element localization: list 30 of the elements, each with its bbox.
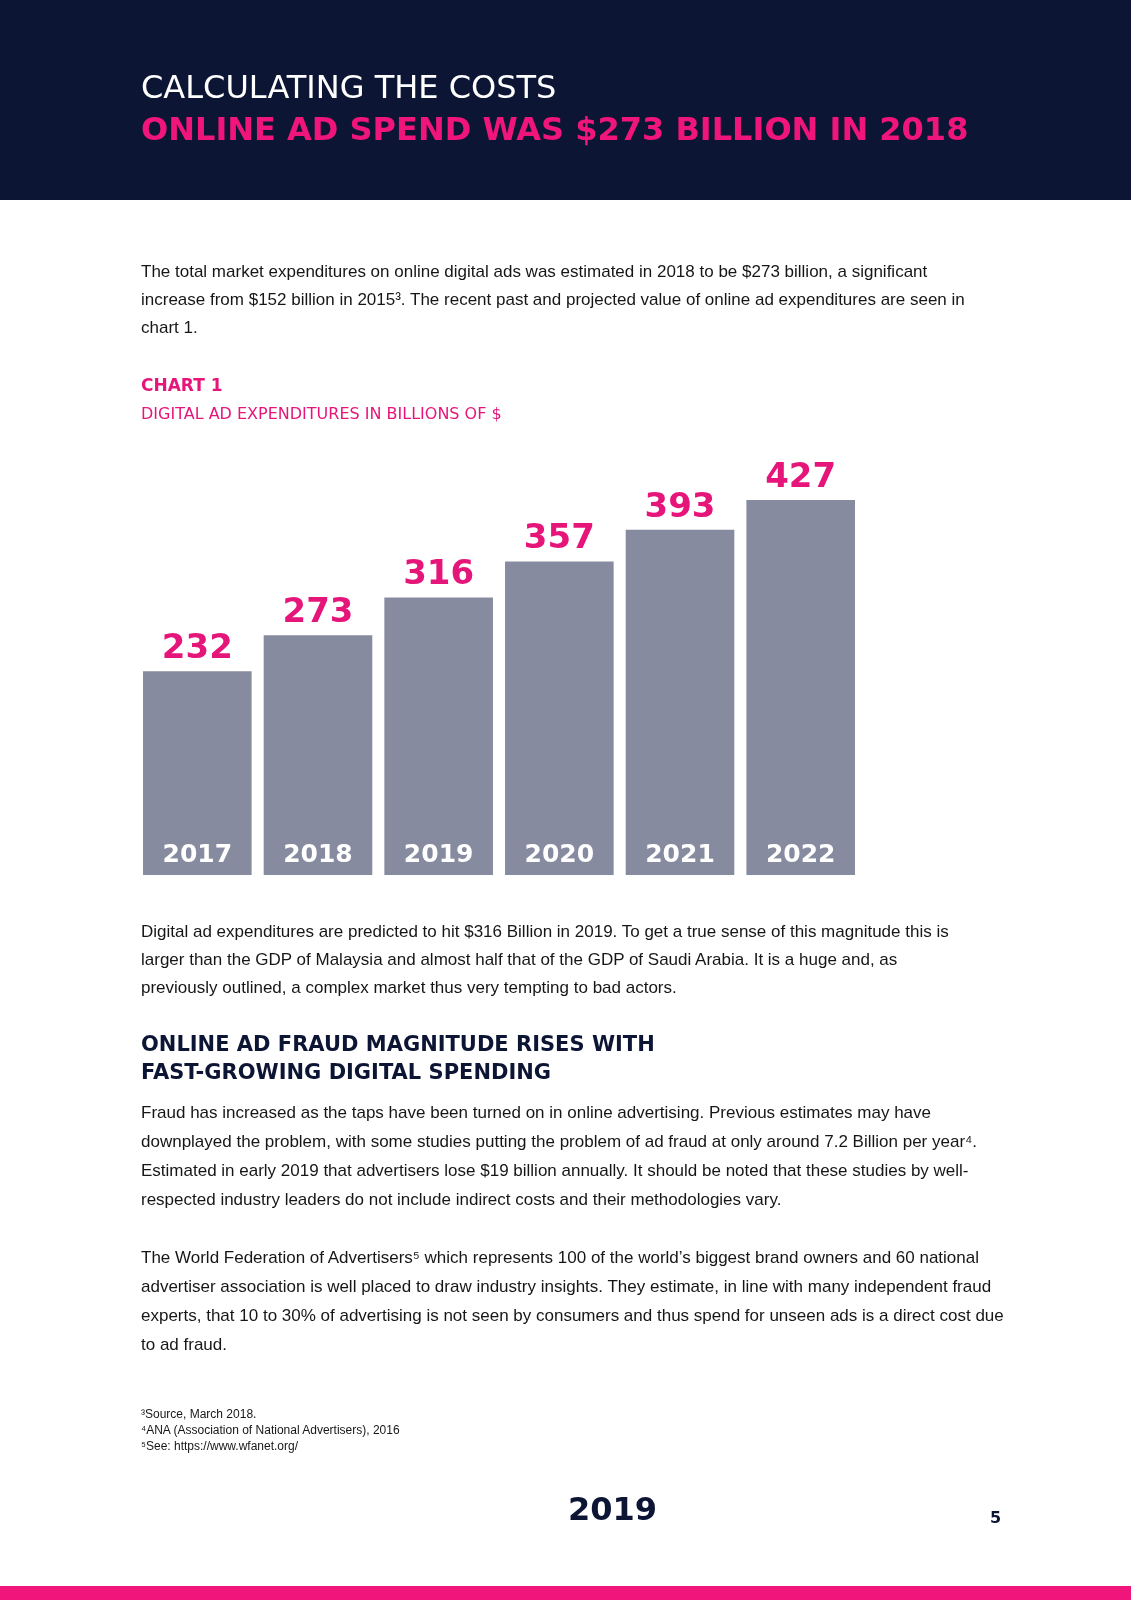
chart-title: CHART 1 <box>141 375 223 395</box>
data-label: 393 <box>644 484 716 525</box>
text: 5 <box>990 1508 1002 1527</box>
bar <box>625 529 735 875</box>
bar <box>263 635 373 875</box>
bar <box>384 597 493 875</box>
x-tick-label: 2017 <box>162 839 233 868</box>
text: ONLINE AD FRAUD MAGNITUDE RISES WITH FAST-GROWING DIGITAL SPENDING <box>141 1031 655 1086</box>
text: ONLINE AD SPEND WAS $273 BILLION IN 2018 <box>141 110 969 148</box>
bar <box>505 561 614 875</box>
x-tick-label: 2018 <box>283 839 353 868</box>
x-tick-label: 2020 <box>524 839 595 868</box>
text: The total market expenditures on online digital ads was estimated in 2018 to be $273 billion, a significant increase from $152 billion in 2015³. The recent past and projected value of online ad expenditures are seen in chart 1. <box>141 261 966 339</box>
text: ³Source, March 2018. ⁴ANA (Association of National Advertisers), 2016 ⁵See: https://www.wfanet.org/ <box>141 1406 400 1454</box>
text: The World Federation of Advertisers⁵ which represents 100 of the world’s biggest brand owners and 60 national advertiser association is well placed to draw industry insights. They estimate, in line with many independent fraud experts, that 10 to 30% of advertising is not seen by consumers and thus spend for unseen ads is a direct cost due to ad fraud. <box>141 1247 1005 1356</box>
data-label: 232 <box>161 626 233 667</box>
data-label: 273 <box>282 590 354 631</box>
text: 2019 <box>568 1490 658 1528</box>
data-label: 427 <box>765 455 837 495</box>
x-tick-label: 2021 <box>645 839 715 868</box>
data-label: 357 <box>523 516 595 557</box>
chart-subtitle: DIGITAL AD EXPENDITURES IN BILLIONS OF $ <box>141 404 502 423</box>
text: CALCULATING THE COSTS <box>141 68 557 106</box>
x-tick-label: 2019 <box>403 839 474 868</box>
x-tick-label: 2022 <box>765 839 836 868</box>
text: Digital ad expenditures are predicted to hit $316 Billion in 2019. To get a true sense of this magnitude this is larger than the GDP of Malaysia and almost half that of the GDP of Saudi Arabia. It is a huge and, as previously outlined, a complex market thus very tempting to bad actors. <box>141 921 950 999</box>
text: Fraud has increased as the taps have been turned on in online advertising. Previous estimates may have downplayed the problem, with some studies putting the problem of ad fraud at only around 7.2 Billion per year⁴. Estimated in early 2019 that advertisers lose $19 billion annually. It should be noted that these studies by well-respected industry leaders do not include indirect costs and their methodologies vary. <box>141 1102 979 1211</box>
bar <box>746 500 855 875</box>
bar <box>143 671 252 875</box>
data-label: 316 <box>403 552 475 593</box>
